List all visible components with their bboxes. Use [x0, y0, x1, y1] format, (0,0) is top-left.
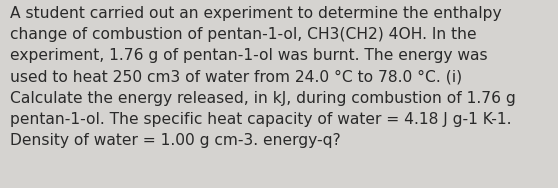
Text: A student carried out an experiment to determine the enthalpy
change of combusti: A student carried out an experiment to d… — [10, 6, 516, 148]
